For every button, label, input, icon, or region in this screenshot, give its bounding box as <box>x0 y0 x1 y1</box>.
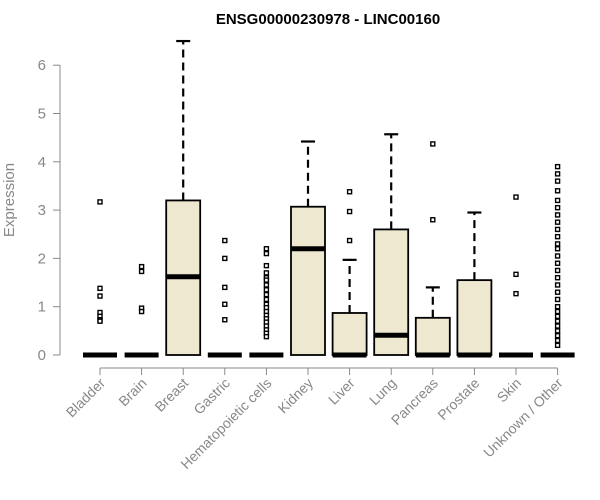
y-tick-label: 0 <box>38 347 46 364</box>
y-tick-label: 2 <box>38 250 46 267</box>
box-bladder <box>83 199 117 358</box>
outlier-point <box>554 260 561 266</box>
box-iqr <box>331 312 368 356</box>
outlier-point <box>554 318 561 324</box>
outlier-point <box>263 262 270 269</box>
y-tick-label: 4 <box>38 154 46 171</box>
x-tick-label: Unknown / Other <box>480 375 566 461</box>
outlier-point <box>554 328 561 334</box>
chart-title: ENSG00000230978 - LINC00160 <box>216 11 440 28</box>
x-tick-label: Liver <box>325 375 358 408</box>
outlier-point <box>430 217 436 223</box>
outlier-point <box>263 250 270 257</box>
box-iqr <box>456 279 493 356</box>
outlier-point <box>346 237 353 244</box>
outlier-point <box>263 287 270 293</box>
outlier-point <box>346 189 353 195</box>
x-tick-label: Bladder <box>63 375 109 421</box>
box-hematopoietic-cells <box>249 246 284 358</box>
box-brain <box>124 263 159 358</box>
plot-area <box>83 39 575 358</box>
outlier-point <box>222 237 228 244</box>
box-pancreas <box>414 141 451 358</box>
y-tick-label: 3 <box>38 202 46 219</box>
outlier-point <box>554 188 561 194</box>
outlier-point <box>554 246 561 252</box>
y-tick-label: 5 <box>38 106 46 123</box>
outlier-point <box>554 197 561 204</box>
box-breast <box>165 39 202 356</box>
outlier-point <box>346 208 353 215</box>
outlier-point <box>554 304 561 310</box>
outlier-point <box>554 212 561 218</box>
x-tick-label: Breast <box>151 375 191 415</box>
outlier-point <box>554 253 561 259</box>
y-axis-label: Expression <box>1 163 18 237</box>
outlier-point <box>138 308 145 315</box>
outlier-point <box>554 219 561 225</box>
y-axis: 0 1 2 3 4 5 6 <box>38 57 61 364</box>
x-tick-label: Kidney <box>275 375 317 417</box>
outlier-point <box>554 226 561 233</box>
box-unknown-other <box>540 163 575 358</box>
outlier-point <box>263 291 270 298</box>
outlier-point <box>263 270 270 276</box>
y-tick-label: 1 <box>38 299 46 316</box>
outlier-point <box>554 308 561 315</box>
outlier-point <box>554 171 561 177</box>
outlier-point <box>222 284 228 291</box>
outlier-point <box>97 285 103 292</box>
box-gastric <box>207 237 242 358</box>
outlier-point <box>97 293 103 299</box>
outlier-point <box>554 313 561 320</box>
outlier-point <box>222 301 228 307</box>
x-tick-label: Lung <box>366 375 399 408</box>
outlier-point <box>554 233 561 240</box>
outlier-point <box>263 296 270 303</box>
outlier-point <box>554 267 561 274</box>
box-iqr <box>414 316 451 356</box>
y-tick-label: 6 <box>38 57 46 74</box>
x-tick-label: Prostate <box>434 375 482 423</box>
outlier-point <box>513 271 519 278</box>
box-iqr <box>290 205 326 356</box>
outlier-point <box>554 178 561 184</box>
outlier-point <box>263 277 270 283</box>
outlier-point <box>554 323 561 329</box>
outlier-point <box>222 317 228 323</box>
outlier-point <box>263 246 270 252</box>
outlier-point <box>554 332 561 339</box>
box-skin <box>499 194 533 358</box>
outlier-point <box>263 333 270 340</box>
box-lung <box>373 133 410 356</box>
outlier-point <box>554 163 561 170</box>
box-liver <box>331 189 368 358</box>
outlier-point <box>138 263 145 270</box>
x-tick-label: Brain <box>115 375 149 409</box>
box-prostate <box>456 211 493 358</box>
outlier-point <box>513 194 519 200</box>
outlier-point <box>554 204 561 211</box>
box-kidney <box>290 140 326 356</box>
outlier-point <box>138 268 145 275</box>
outlier-point <box>97 318 103 324</box>
outlier-point <box>97 199 103 205</box>
outlier-point <box>554 296 561 303</box>
outlier-point <box>554 342 561 349</box>
outlier-point <box>554 241 561 247</box>
outlier-point <box>554 337 561 344</box>
outlier-point <box>554 282 561 288</box>
outlier-point <box>554 289 561 295</box>
outlier-point <box>430 141 436 147</box>
outlier-point <box>513 290 519 297</box>
x-tick-label: Skin <box>494 375 525 406</box>
outlier-point <box>554 275 561 281</box>
outlier-point <box>222 255 228 262</box>
outlier-point <box>263 282 270 288</box>
